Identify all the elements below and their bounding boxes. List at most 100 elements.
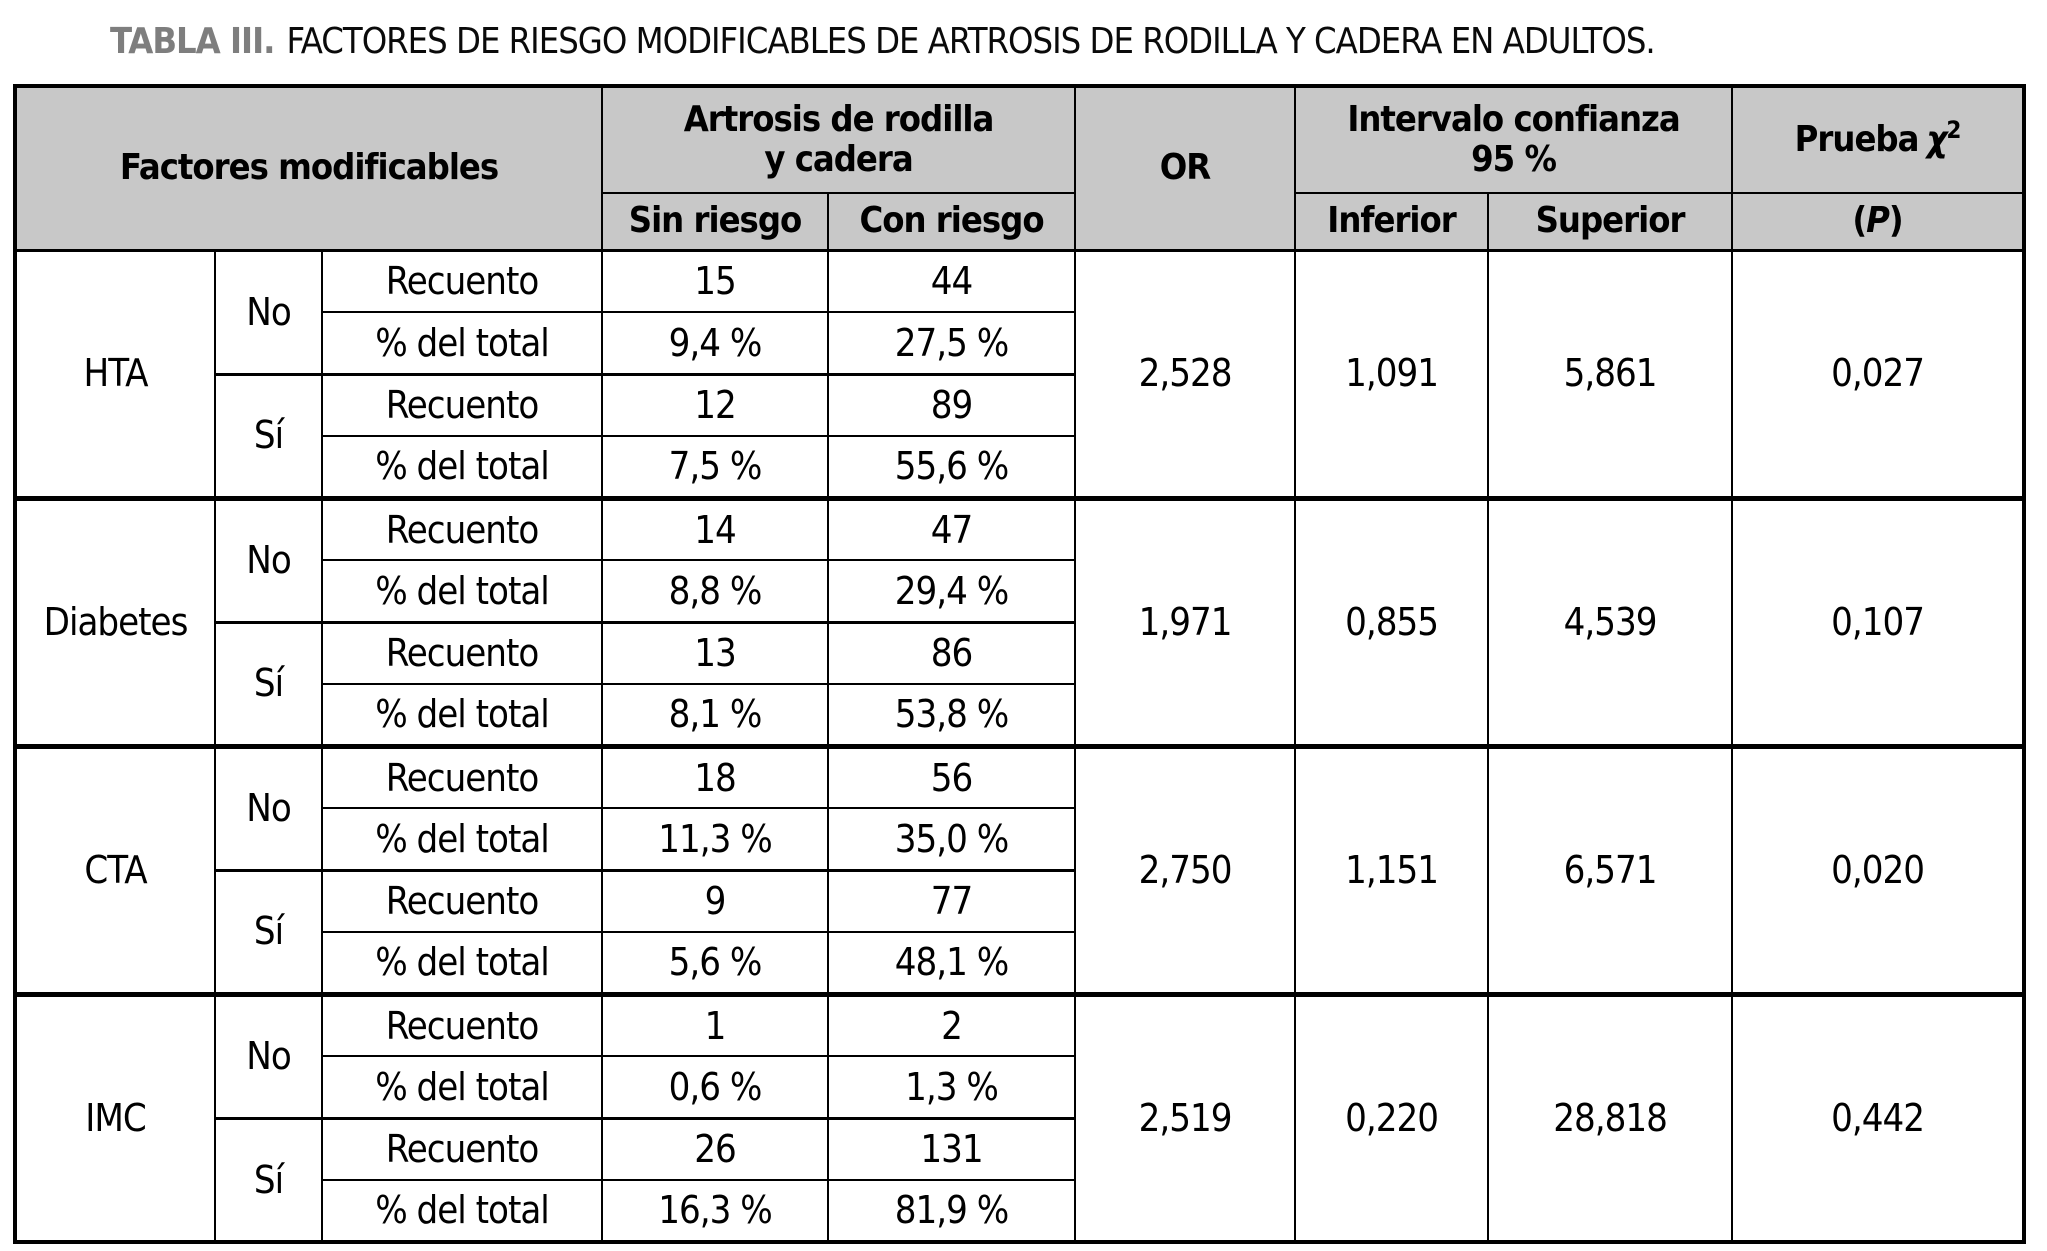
table-row: Diabetes No Recuento 14 47 1,971 0,855 4…	[14, 495, 2026, 748]
group-label-si: Sí	[214, 1116, 323, 1244]
risk-factors-table: Factores modificables Artrosis de rodill…	[13, 84, 2027, 1245]
value-cell: 2	[827, 991, 1077, 1058]
table-header: Factores modificables Artrosis de rodill…	[13, 85, 2026, 252]
prueba-word: Prueba	[1794, 119, 1920, 161]
group-label-si: Sí	[214, 372, 323, 500]
chi-exponent: 2	[1946, 116, 1961, 145]
header-row-top: Factores modificables Artrosis de rodill…	[13, 85, 2026, 252]
col-header-superior: Superior	[1487, 192, 1734, 252]
table-row: HTA No Recuento 15 44 2,528 1,091 5,861 …	[14, 249, 2026, 500]
value-cell: 44	[827, 249, 1077, 314]
stat-label-pct: % del total	[320, 1179, 604, 1244]
table-number-label: TABLA III.	[110, 21, 275, 62]
value-cell: 18	[601, 743, 830, 810]
group-label-no: No	[214, 495, 323, 624]
stat-label-recuento: Recuento	[320, 620, 604, 686]
value-cell: 48,1 %	[827, 931, 1077, 996]
ci-superior-cell: 6,571	[1487, 743, 1734, 996]
col-header-inferior: Inferior	[1294, 192, 1490, 252]
col-header-factores: Factores modificables	[13, 85, 604, 252]
stat-label-pct: % del total	[320, 435, 604, 500]
ci-inferior-cell: 1,151	[1294, 743, 1490, 996]
stat-label-pct: % del total	[320, 559, 604, 624]
ci-superior-cell: 4,539	[1487, 495, 1734, 748]
value-cell: 12	[601, 372, 830, 438]
value-cell: 9,4 %	[601, 311, 830, 376]
col-header-artrosis: Artrosis de rodilla y cadera	[601, 85, 1077, 195]
or-value-cell: 2,519	[1074, 991, 1297, 1244]
stat-label-pct: % del total	[320, 311, 604, 376]
page-title: TABLA III. FACTORES DE RIESGO MODIFICABLE…	[110, 20, 2047, 63]
table-row: Sí Recuento 12 89	[15, 372, 2024, 500]
ci-inferior-cell: 0,220	[1294, 991, 1490, 1244]
value-cell: 55,6 %	[827, 435, 1077, 500]
table-row: % del total 9,4 % 27,5 %	[15, 311, 2024, 376]
value-cell: 53,8 %	[827, 683, 1077, 748]
table-row: % del total 0,6 % 1,3 %	[15, 1055, 2024, 1120]
group-label-si: Sí	[214, 620, 323, 748]
stat-label-pct: % del total	[320, 683, 604, 748]
value-cell: 26	[601, 1116, 830, 1182]
col-header-or: OR	[1074, 85, 1297, 252]
or-value-cell: 2,528	[1074, 249, 1297, 500]
or-value-cell: 2,750	[1074, 743, 1297, 996]
table-row: % del total 16,3 % 81,9 %	[15, 1179, 2024, 1244]
table-row: % del total 7,5 % 55,6 %	[15, 435, 2024, 500]
factor-name-cell: HTA	[14, 249, 216, 500]
header-row-sub: Sin riesgo Con riesgo Inferior Superior …	[15, 192, 2026, 252]
table-row: % del total 11,3 % 35,0 %	[15, 807, 2024, 872]
value-cell: 1	[601, 991, 830, 1058]
col-header-intervalo-line2: 95 %	[1471, 139, 1557, 181]
ci-inferior-cell: 1,091	[1294, 249, 1490, 500]
value-cell: 8,1 %	[601, 683, 830, 748]
ci-superior-cell: 5,861	[1487, 249, 1734, 500]
table-row: CTA No Recuento 18 56 2,750 1,151 6,571 …	[14, 743, 2026, 996]
value-cell: 47	[827, 495, 1077, 562]
ci-inferior-cell: 0,855	[1294, 495, 1490, 748]
value-cell: 81,9 %	[827, 1179, 1077, 1244]
stat-label-recuento: Recuento	[320, 372, 604, 438]
or-value-cell: 1,971	[1074, 495, 1297, 748]
table-row: Sí Recuento 26 131	[15, 1116, 2024, 1244]
factor-name-cell: Diabetes	[14, 495, 216, 748]
col-header-artrosis-line1: Artrosis de rodilla	[683, 98, 995, 140]
stat-label-recuento: Recuento	[320, 991, 604, 1058]
p-value-cell: 0,020	[1731, 743, 2026, 996]
table-row: Sí Recuento 13 86	[15, 620, 2024, 748]
value-cell: 13	[601, 620, 830, 686]
col-header-artrosis-line2: y cadera	[764, 139, 913, 181]
table-row: % del total 8,1 % 53,8 %	[15, 683, 2024, 748]
value-cell: 5,6 %	[601, 931, 830, 996]
group-label-no: No	[214, 991, 323, 1120]
table-row: % del total 5,6 % 48,1 %	[15, 931, 2024, 996]
value-cell: 56	[827, 743, 1077, 810]
stat-label-pct: % del total	[320, 1055, 604, 1120]
factor-name-cell: CTA	[14, 743, 216, 996]
col-header-prueba-chi2: Prueba χ2	[1731, 85, 2026, 195]
value-cell: 35,0 %	[827, 807, 1077, 872]
value-cell: 131	[827, 1116, 1077, 1182]
stat-label-pct: % del total	[320, 931, 604, 996]
value-cell: 27,5 %	[827, 311, 1077, 376]
value-cell: 15	[601, 249, 830, 314]
col-header-sin-riesgo: Sin riesgo	[601, 192, 830, 252]
table-title-text: FACTORES DE RIESGO MODIFICABLES DE ARTRO…	[286, 21, 1655, 62]
table-row: IMC No Recuento 1 2 2,519 0,220 28,818 0…	[14, 991, 2026, 1244]
value-cell: 8,8 %	[601, 559, 830, 624]
value-cell: 89	[827, 372, 1077, 438]
p-letter: P	[1866, 200, 1890, 242]
col-header-intervalo: Intervalo confianza 95 %	[1294, 85, 1734, 195]
value-cell: 77	[827, 868, 1077, 934]
col-header-p-value: (P)	[1731, 192, 2026, 252]
stat-label-pct: % del total	[320, 807, 604, 872]
stat-label-recuento: Recuento	[320, 743, 604, 810]
p-paren-open: (	[1852, 200, 1867, 242]
factor-name-cell: IMC	[14, 991, 216, 1244]
value-cell: 29,4 %	[827, 559, 1077, 624]
value-cell: 14	[601, 495, 830, 562]
group-label-no: No	[214, 249, 323, 376]
stat-label-recuento: Recuento	[320, 1116, 604, 1182]
table-body: HTA No Recuento 15 44 2,528 1,091 5,861 …	[14, 249, 2026, 1244]
table-row: Sí Recuento 9 77	[15, 868, 2024, 996]
